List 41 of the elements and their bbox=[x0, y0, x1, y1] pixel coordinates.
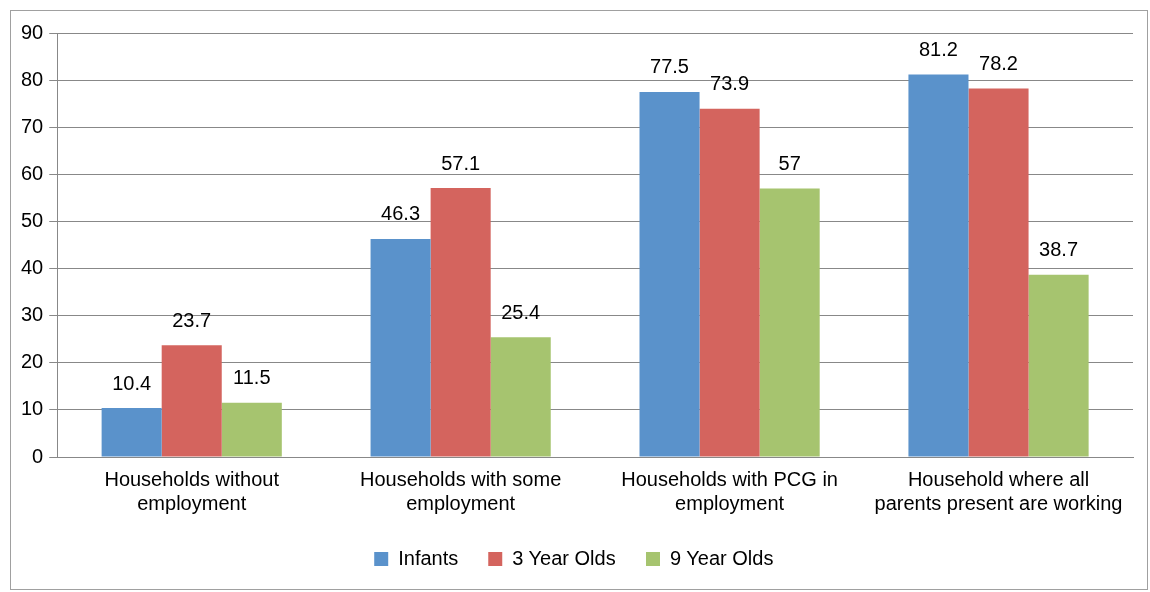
data-label: 25.4 bbox=[501, 300, 541, 323]
bar bbox=[639, 91, 700, 457]
data-label: 77.5 bbox=[650, 55, 689, 78]
bar bbox=[221, 402, 282, 457]
data-label: 10.4 bbox=[112, 371, 152, 394]
legend-label: Infants bbox=[398, 546, 459, 569]
y-tick-label: 60 bbox=[21, 161, 44, 184]
y-tick-label: 40 bbox=[21, 256, 44, 279]
data-label: 23.7 bbox=[172, 308, 212, 331]
bar bbox=[759, 188, 820, 457]
bar bbox=[908, 74, 969, 457]
data-label: 57 bbox=[778, 151, 801, 174]
bar bbox=[968, 88, 1029, 457]
x-tick-label: Households with some employment bbox=[360, 467, 562, 514]
data-label: 57.1 bbox=[441, 151, 481, 174]
x-tick-label: Household where all parents present are working bbox=[874, 467, 1123, 514]
y-tick-label: 80 bbox=[21, 67, 44, 90]
x-tick-label: Households with PCG in employment bbox=[621, 467, 838, 514]
x-tick-label: Households without employment bbox=[104, 467, 280, 514]
legend-label: 3 Year Olds bbox=[512, 546, 616, 569]
y-tick-label: 30 bbox=[21, 303, 44, 326]
y-tick-label: 70 bbox=[21, 114, 44, 137]
bar bbox=[370, 238, 431, 457]
y-tick-label: 90 bbox=[21, 20, 44, 43]
bar bbox=[161, 345, 222, 457]
data-label: 46.3 bbox=[381, 202, 421, 225]
data-label: 81.2 bbox=[919, 37, 958, 60]
bar bbox=[101, 408, 162, 457]
legend-label: 9 Year Olds bbox=[670, 546, 774, 569]
data-label: 78.2 bbox=[979, 52, 1018, 75]
y-tick-label: 20 bbox=[21, 350, 44, 373]
y-tick-label: 10 bbox=[21, 397, 44, 420]
y-tick-label: 0 bbox=[32, 444, 44, 467]
bar bbox=[1028, 274, 1089, 457]
data-label: 38.7 bbox=[1039, 238, 1079, 261]
bar bbox=[699, 108, 760, 457]
data-label: 11.5 bbox=[233, 366, 271, 389]
bar bbox=[430, 188, 491, 457]
y-tick-label: 50 bbox=[21, 208, 44, 231]
data-label: 73.9 bbox=[710, 72, 750, 95]
bar bbox=[490, 337, 551, 457]
